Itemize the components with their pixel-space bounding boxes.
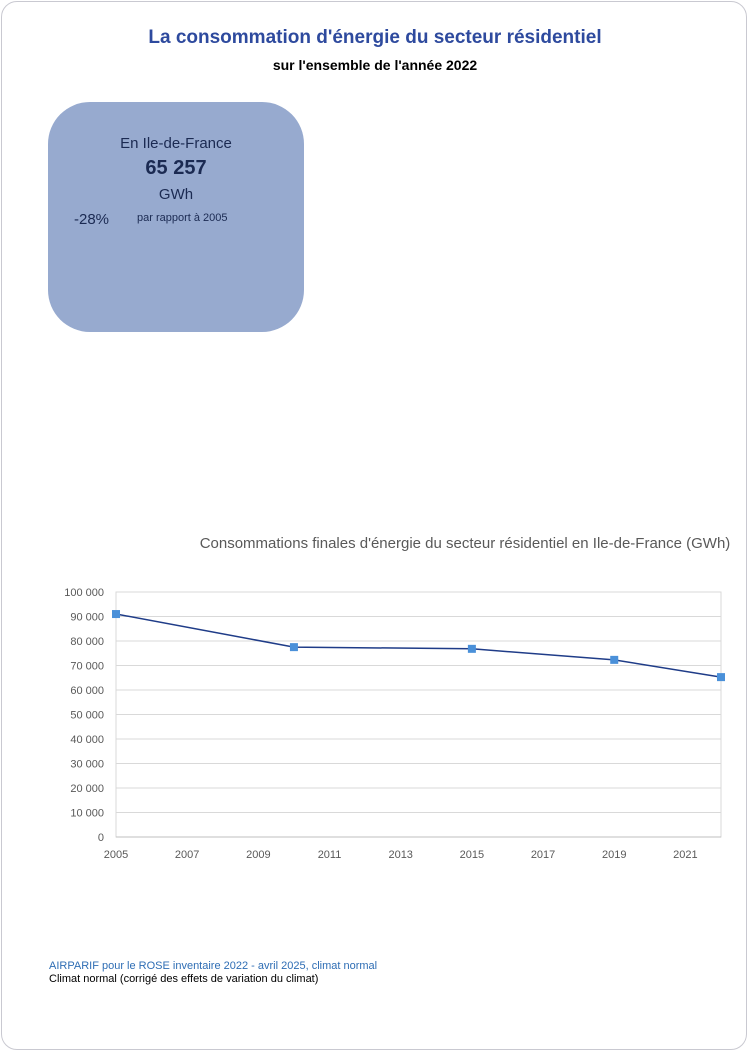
y-tick-label: 50 000	[70, 710, 104, 722]
x-tick-label: 2005	[104, 849, 128, 861]
data-point	[717, 673, 725, 682]
kpi-change: -28%	[74, 211, 110, 228]
page-title: La consommation d'énergie du secteur rés…	[148, 27, 602, 48]
y-tick-label: 100 000	[64, 587, 104, 599]
series-line	[115, 613, 722, 678]
x-tick-label: 2021	[673, 849, 697, 861]
y-tick-label: 60 000	[70, 685, 104, 697]
y-tick-label: 0	[98, 832, 104, 844]
y-tick-label: 20 000	[70, 783, 104, 795]
kpi-unit: GWh	[158, 186, 194, 203]
x-tick-label: 2013	[388, 849, 412, 861]
y-tick-label: 40 000	[70, 734, 104, 746]
page-subtitle: sur l'ensemble de l'année 2022	[272, 57, 478, 73]
y-tick-label: 80 000	[70, 636, 104, 648]
y-tick-label: 30 000	[70, 759, 104, 771]
data-point	[112, 610, 120, 619]
x-tick-label: 2019	[602, 849, 626, 861]
x-tick-label: 2017	[531, 849, 555, 861]
kpi-card: En Ile-de-France 65 257 GWh -28% par rap…	[48, 102, 304, 332]
x-tick-label: 2011	[318, 849, 342, 861]
x-tick-label: 2015	[460, 849, 484, 861]
x-tick-label: 2009	[246, 849, 270, 861]
kpi-region: En Ile-de-France	[120, 135, 232, 152]
data-point	[289, 643, 298, 652]
data-point	[610, 655, 619, 664]
chart-title: Consommations finales d'énergie du secte…	[199, 535, 731, 552]
y-tick-label: 10 000	[70, 808, 104, 820]
kpi-change-note: par rapport à 2005	[137, 212, 228, 224]
x-tick-label: 2007	[175, 849, 199, 861]
source-note: AIRPARIF pour le ROSE inventaire 2022 - …	[49, 960, 378, 972]
y-tick-label: 90 000	[70, 612, 104, 624]
data-point	[467, 644, 476, 653]
y-tick-label: 70 000	[70, 661, 104, 673]
climate-note: Climat normal (corrigé des effets de var…	[49, 973, 319, 985]
kpi-value: 65 257	[145, 157, 207, 179]
